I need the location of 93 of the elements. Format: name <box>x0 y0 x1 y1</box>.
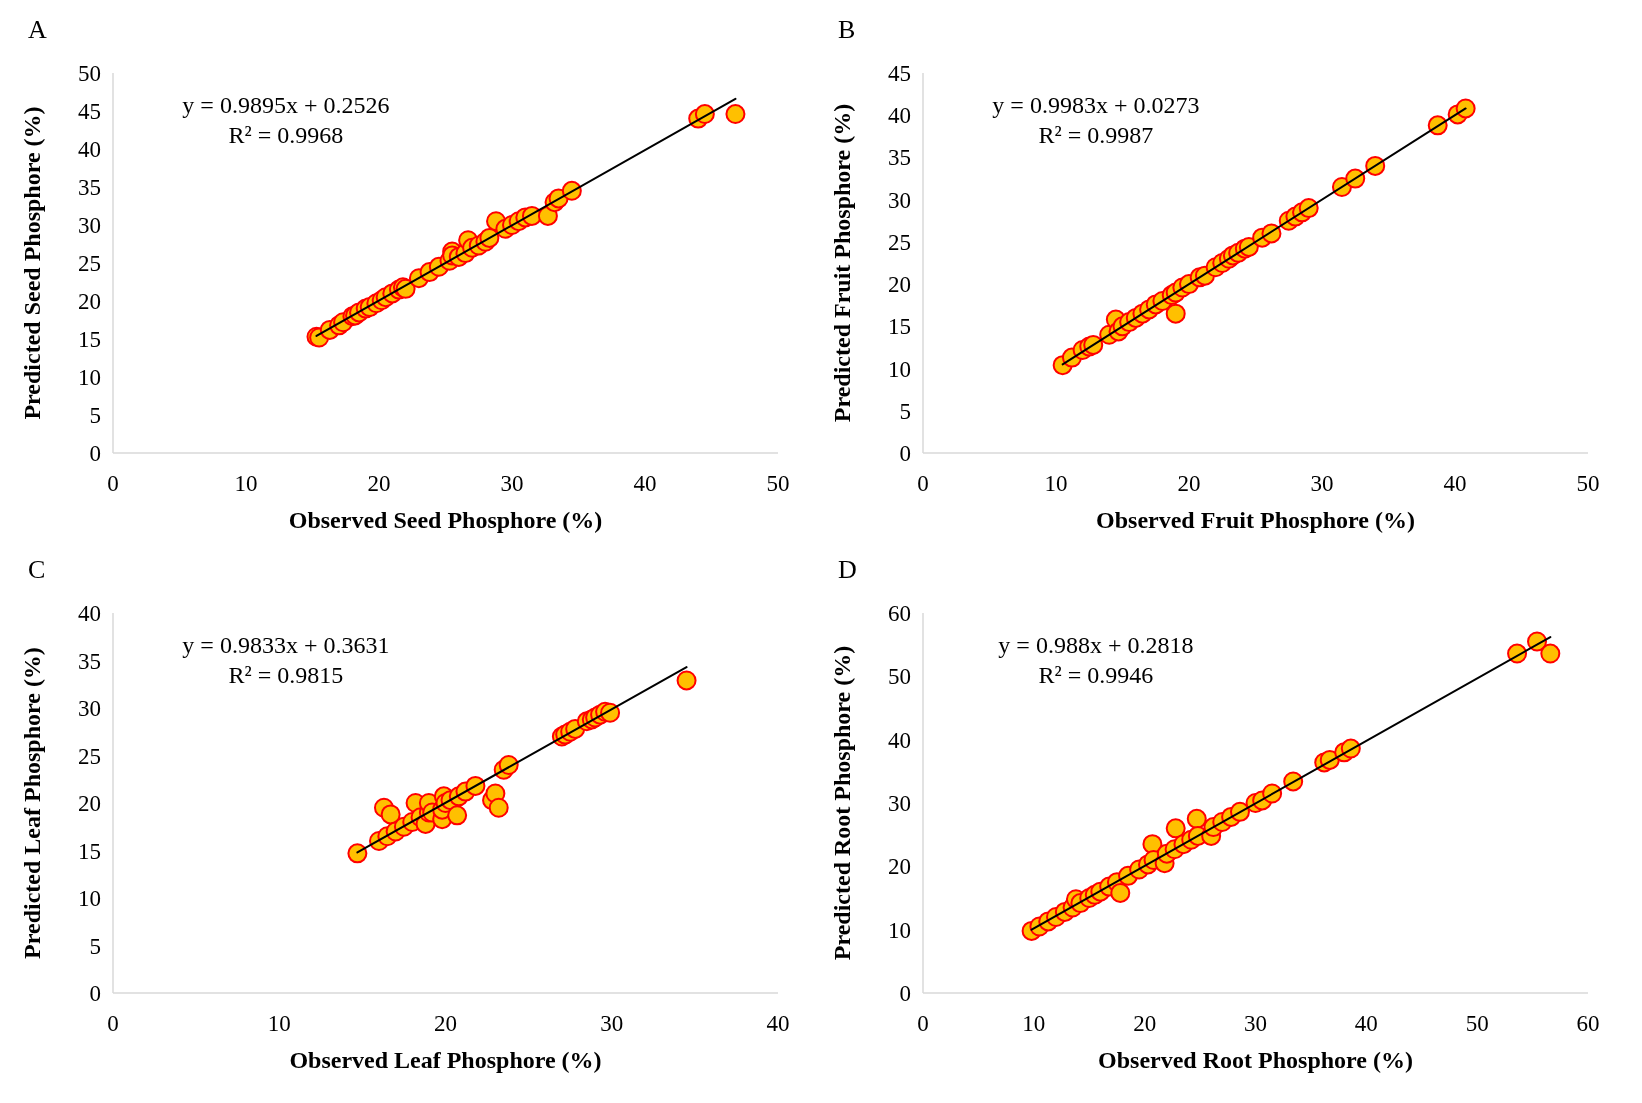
x-tick-label: 10 <box>1022 1011 1046 1036</box>
annotation: y = 0.9833x + 0.3631 <box>182 632 390 658</box>
x-tick-label: 10 <box>1044 471 1068 496</box>
x-tick-label: 50 <box>1576 471 1600 496</box>
x-tick-label: 40 <box>633 471 657 496</box>
point <box>1186 808 1207 829</box>
x-axis-title: Observed Leaf Phosphore (%) <box>289 1047 602 1073</box>
y-tick-label: 15 <box>78 838 101 864</box>
annotation: R² = 0.9987 <box>1038 122 1154 148</box>
y-tick-label: 40 <box>78 601 101 627</box>
y-tick-label: 10 <box>78 365 101 391</box>
y-tick-label: 50 <box>78 61 101 87</box>
y-tick-label: 40 <box>888 103 911 129</box>
y-tick-label: 40 <box>78 137 101 163</box>
y-tick-label: 40 <box>888 727 911 753</box>
y-tick-label: 25 <box>888 229 911 255</box>
y-tick-label: 15 <box>888 314 911 340</box>
chart-title: A <box>28 15 47 44</box>
x-tick-label: 0 <box>917 471 929 496</box>
y-tick-label: 35 <box>78 175 101 201</box>
y-tick-label: 50 <box>888 664 911 690</box>
x-axis-title: Observed Seed Phosphore (%) <box>288 507 603 533</box>
y-tick-label: 20 <box>78 289 101 315</box>
x-tick-label: 60 <box>1576 1011 1600 1036</box>
y-axis-title: Predicted Seed Phosphore (%) <box>19 106 45 420</box>
chart-title: B <box>838 15 856 44</box>
x-tick-label: 20 <box>1133 1011 1157 1036</box>
y-tick-label: 20 <box>888 272 911 298</box>
y-tick-label: 10 <box>888 356 911 382</box>
x-tick-label: 20 <box>434 1011 457 1036</box>
chart-title: D <box>838 555 857 584</box>
x-tick-label: 0 <box>107 1011 119 1036</box>
annotation: R² = 0.9968 <box>228 122 344 148</box>
point <box>447 805 468 826</box>
y-tick-label: 30 <box>888 187 911 213</box>
y-tick-label: 30 <box>78 696 101 722</box>
annotation: y = 0.988x + 0.2818 <box>998 632 1194 658</box>
y-tick-label: 0 <box>89 981 101 1007</box>
x-tick-label: 30 <box>500 471 524 496</box>
y-tick-label: 35 <box>888 145 911 171</box>
point <box>1110 882 1131 903</box>
y-tick-label: 45 <box>888 61 911 87</box>
x-tick-label: 40 <box>1443 471 1467 496</box>
x-tick-label: 30 <box>1244 1011 1267 1036</box>
point <box>488 797 509 818</box>
annotation: y = 0.9895x + 0.2526 <box>182 92 390 118</box>
point <box>1165 303 1186 324</box>
chart-title: C <box>28 555 46 584</box>
annotation: y = 0.9983x + 0.0273 <box>992 92 1200 118</box>
x-tick-label: 10 <box>267 1011 291 1036</box>
x-tick-label: 0 <box>917 1011 929 1036</box>
y-tick-label: 30 <box>78 213 101 239</box>
y-tick-label: 20 <box>888 854 911 880</box>
x-tick-label: 20 <box>367 471 391 496</box>
y-tick-label: 10 <box>78 886 101 912</box>
y-tick-label: 0 <box>89 441 101 467</box>
x-axis-title: Observed Root Phosphore (%) <box>1098 1047 1413 1073</box>
x-tick-label: 40 <box>766 1011 790 1036</box>
x-tick-label: 20 <box>1177 471 1201 496</box>
point <box>676 670 697 691</box>
x-axis-title: Observed Fruit Phosphore (%) <box>1096 507 1415 533</box>
y-tick-label: 60 <box>888 601 911 627</box>
x-tick-label: 30 <box>600 1011 624 1036</box>
y-axis-title: Predicted Root Phosphore (%) <box>829 645 855 961</box>
y-tick-label: 30 <box>888 791 911 817</box>
x-tick-label: 50 <box>766 471 790 496</box>
y-tick-label: 5 <box>89 933 101 959</box>
y-tick-label: 15 <box>78 327 101 353</box>
y-axis-title: Predicted Leaf Phosphore (%) <box>19 647 45 959</box>
y-tick-label: 25 <box>78 251 101 277</box>
point <box>1455 98 1476 119</box>
x-tick-label: 40 <box>1354 1011 1378 1036</box>
point <box>347 843 368 864</box>
y-tick-label: 20 <box>78 791 101 817</box>
y-axis-title: Predicted Fruit Phosphore (%) <box>829 103 855 423</box>
y-tick-label: 5 <box>899 398 911 424</box>
y-tick-label: 35 <box>78 648 101 674</box>
point <box>380 804 401 825</box>
point <box>1540 643 1561 664</box>
x-tick-label: 0 <box>107 471 119 496</box>
y-tick-label: 0 <box>899 441 911 467</box>
y-tick-label: 10 <box>888 917 911 943</box>
y-tick-label: 25 <box>78 743 101 769</box>
point <box>725 104 746 125</box>
x-tick-label: 30 <box>1310 471 1334 496</box>
x-tick-label: 10 <box>234 471 258 496</box>
y-tick-label: 0 <box>899 981 911 1007</box>
annotation: R² = 0.9946 <box>1038 662 1154 688</box>
x-tick-label: 50 <box>1465 1011 1489 1036</box>
point <box>1165 818 1186 839</box>
annotation: R² = 0.9815 <box>228 662 344 688</box>
y-tick-label: 45 <box>78 99 101 125</box>
y-tick-label: 5 <box>89 403 101 429</box>
